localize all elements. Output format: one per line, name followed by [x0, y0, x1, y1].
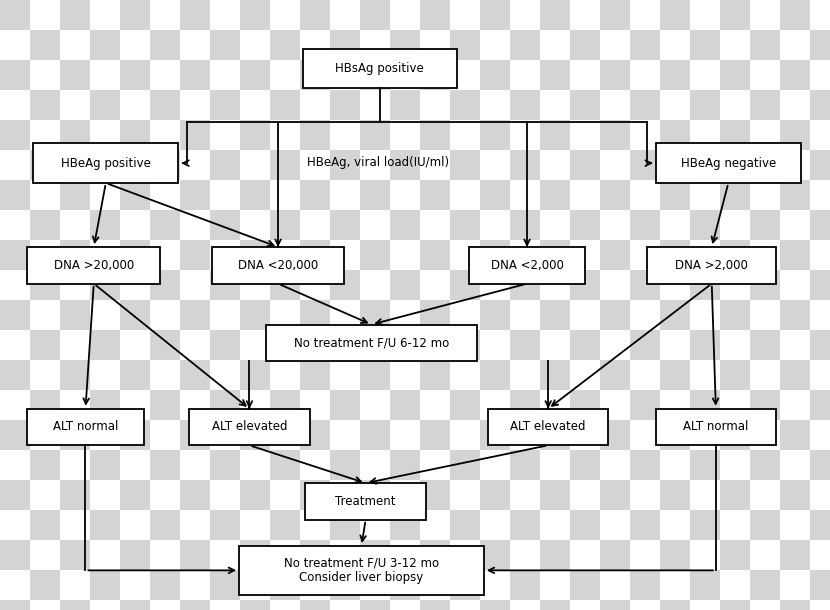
Text: HBsAg positive: HBsAg positive — [335, 62, 424, 75]
FancyBboxPatch shape — [305, 483, 426, 520]
FancyBboxPatch shape — [656, 409, 776, 445]
FancyBboxPatch shape — [212, 247, 344, 284]
FancyBboxPatch shape — [303, 49, 456, 88]
FancyBboxPatch shape — [27, 409, 144, 445]
FancyBboxPatch shape — [469, 247, 585, 284]
FancyBboxPatch shape — [656, 143, 801, 183]
Text: HBeAg negative: HBeAg negative — [681, 157, 776, 170]
Text: No treatment F/U 3-12 mo
Consider liver biopsy: No treatment F/U 3-12 mo Consider liver … — [284, 556, 439, 584]
Text: ALT normal: ALT normal — [683, 420, 749, 434]
FancyBboxPatch shape — [239, 546, 484, 595]
Text: DNA <2,000: DNA <2,000 — [491, 259, 564, 272]
Text: ALT elevated: ALT elevated — [212, 420, 287, 434]
Text: HBeAg positive: HBeAg positive — [61, 157, 151, 170]
Text: DNA >2,000: DNA >2,000 — [676, 259, 748, 272]
Text: Treatment: Treatment — [335, 495, 396, 508]
FancyBboxPatch shape — [189, 409, 310, 445]
FancyBboxPatch shape — [266, 325, 477, 361]
FancyBboxPatch shape — [647, 247, 776, 284]
Text: No treatment F/U 6-12 mo: No treatment F/U 6-12 mo — [294, 336, 449, 350]
Text: DNA >20,000: DNA >20,000 — [54, 259, 134, 272]
FancyBboxPatch shape — [33, 143, 178, 183]
Text: DNA <20,000: DNA <20,000 — [238, 259, 318, 272]
Text: HBeAg, viral load(IU/ml): HBeAg, viral load(IU/ml) — [306, 156, 449, 170]
Text: ALT normal: ALT normal — [53, 420, 118, 434]
FancyBboxPatch shape — [488, 409, 608, 445]
FancyBboxPatch shape — [27, 247, 160, 284]
Text: ALT elevated: ALT elevated — [510, 420, 586, 434]
